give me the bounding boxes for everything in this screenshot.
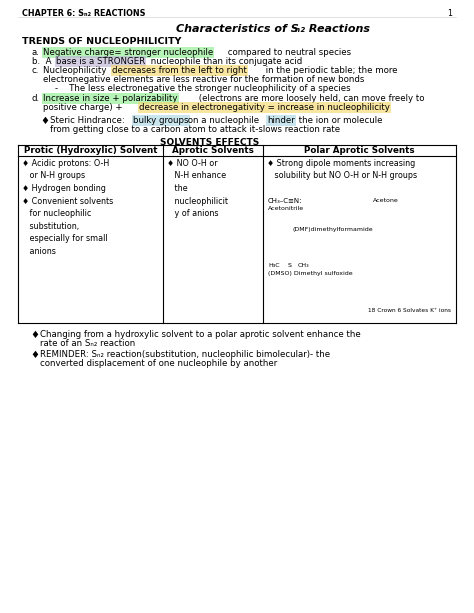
Text: -    The less electronegative the stronger nucleophilicity of a species: - The less electronegative the stronger … bbox=[55, 84, 351, 93]
Text: (electrons are more loosely held, can move freely to: (electrons are more loosely held, can mo… bbox=[196, 94, 425, 103]
Text: SOLVENTS EFFECTS: SOLVENTS EFFECTS bbox=[160, 138, 259, 147]
Text: CH₃–C≡N:: CH₃–C≡N: bbox=[268, 198, 302, 204]
Text: Nucleophilicity: Nucleophilicity bbox=[43, 66, 109, 75]
Text: converted displacement of one nucleophile by another: converted displacement of one nucleophil… bbox=[40, 359, 277, 368]
Text: a.: a. bbox=[32, 48, 40, 57]
Text: on a nucleophile: on a nucleophile bbox=[185, 116, 262, 125]
Text: decrease in electronegativity = increase in nucleophilicity: decrease in electronegativity = increase… bbox=[139, 103, 390, 112]
Text: Negative charge= stronger nucleophile: Negative charge= stronger nucleophile bbox=[43, 48, 213, 57]
Text: from getting close to a carbon atom to attack it-slows reaction rate: from getting close to a carbon atom to a… bbox=[50, 125, 340, 134]
Text: ₙ₂ Reactions: ₙ₂ Reactions bbox=[295, 24, 370, 34]
Text: Polar Aprotic Solvents: Polar Aprotic Solvents bbox=[304, 146, 415, 155]
Text: REMINDER: Sₙ₂ reaction(substitution, nucleophilic bimolecular)- the: REMINDER: Sₙ₂ reaction(substitution, nuc… bbox=[40, 350, 330, 359]
Text: S: S bbox=[288, 263, 292, 268]
Text: ♦: ♦ bbox=[40, 116, 49, 126]
Text: electronegative elements are less reactive for the formation of new bonds: electronegative elements are less reacti… bbox=[43, 75, 365, 84]
Text: CH₃: CH₃ bbox=[298, 263, 310, 268]
Text: hinder: hinder bbox=[267, 116, 295, 125]
Text: Changing from a hydroxylic solvent to a polar aprotic solvent enhance the: Changing from a hydroxylic solvent to a … bbox=[40, 330, 361, 339]
Text: c.: c. bbox=[32, 66, 39, 75]
Text: Steric Hindrance:: Steric Hindrance: bbox=[50, 116, 128, 125]
Text: ♦ Acidic protons: O-H
   or N-H groups
♦ Hydrogen bonding
♦ Convenient solvents
: ♦ Acidic protons: O-H or N-H groups ♦ Hy… bbox=[22, 159, 113, 256]
Text: compared to neutral species: compared to neutral species bbox=[225, 48, 351, 57]
Text: ♦ Strong dipole moments increasing
   solubility but NO O-H or N-H groups: ♦ Strong dipole moments increasing solub… bbox=[267, 159, 417, 180]
Text: Characteristics of S: Characteristics of S bbox=[176, 24, 298, 34]
Text: 1: 1 bbox=[447, 9, 452, 18]
Text: b.  A: b. A bbox=[32, 57, 54, 66]
Text: Increase in size + polarizability: Increase in size + polarizability bbox=[43, 94, 177, 103]
Text: 18 Crown 6 Solvates K⁺ ions: 18 Crown 6 Solvates K⁺ ions bbox=[368, 308, 451, 313]
Text: Acetone: Acetone bbox=[373, 198, 399, 203]
Text: rate of an Sₙ₂ reaction: rate of an Sₙ₂ reaction bbox=[40, 339, 135, 348]
Text: TRENDS OF NUCLEOPHILICITY: TRENDS OF NUCLEOPHILICITY bbox=[22, 37, 182, 46]
Text: decreases from the left to right: decreases from the left to right bbox=[112, 66, 247, 75]
Text: Aprotic Solvents: Aprotic Solvents bbox=[172, 146, 254, 155]
Text: nucleophile than its conjugate acid: nucleophile than its conjugate acid bbox=[148, 57, 302, 66]
Text: positive charge) +: positive charge) + bbox=[43, 103, 126, 112]
Text: Acetonitrile: Acetonitrile bbox=[268, 206, 304, 211]
Text: Protic (Hydroxylic) Solvent: Protic (Hydroxylic) Solvent bbox=[24, 146, 157, 155]
Text: (DMF)dimethylformamide: (DMF)dimethylformamide bbox=[293, 227, 374, 232]
Text: CHAPTER 6: Sₙ₂ REACTIONS: CHAPTER 6: Sₙ₂ REACTIONS bbox=[22, 9, 146, 18]
Text: in the periodic table; the more: in the periodic table; the more bbox=[263, 66, 398, 75]
Text: ♦ NO O-H or
   N-H enhance
   the
   nucleophilicit
   y of anions: ♦ NO O-H or N-H enhance the nucleophilic… bbox=[167, 159, 228, 218]
Text: (DMSO) Dimethyl sulfoxide: (DMSO) Dimethyl sulfoxide bbox=[268, 271, 353, 276]
Text: ♦: ♦ bbox=[30, 350, 39, 360]
Text: d.: d. bbox=[32, 94, 40, 103]
Text: bulky groups: bulky groups bbox=[133, 116, 189, 125]
Text: the ion or molecule: the ion or molecule bbox=[296, 116, 383, 125]
Text: base is a STRONGER: base is a STRONGER bbox=[56, 57, 145, 66]
Text: H₃C: H₃C bbox=[268, 263, 280, 268]
Text: ♦: ♦ bbox=[30, 330, 39, 340]
